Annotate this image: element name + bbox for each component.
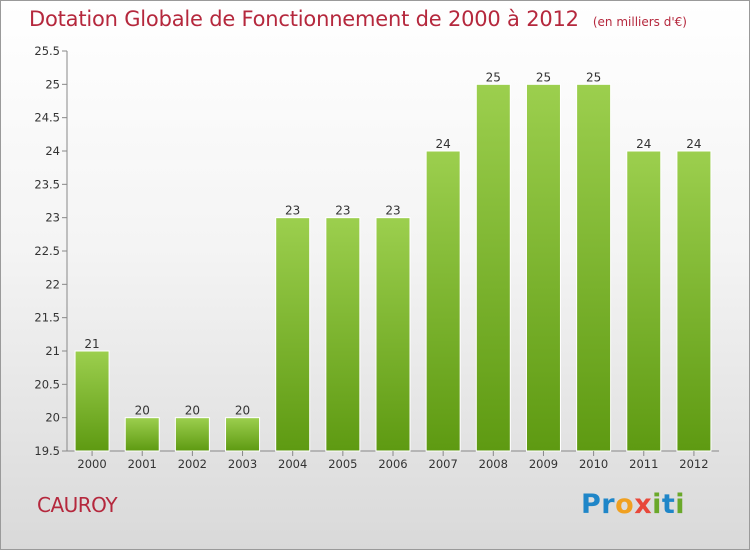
chart-title-block: Dotation Globale de Fonctionnement de 20… <box>29 7 687 31</box>
y-tick-label: 22 <box>45 277 60 291</box>
bar <box>325 217 361 452</box>
bar <box>576 83 612 452</box>
x-tick-label: 2008 <box>479 457 508 471</box>
x-tick-label: 2002 <box>178 457 207 471</box>
y-tick-label: 21.5 <box>34 311 60 325</box>
x-tick-label: 2001 <box>128 457 157 471</box>
logo-letter: i <box>675 489 686 520</box>
data-label: 23 <box>335 204 350 218</box>
y-tick-label: 23.5 <box>34 177 60 191</box>
bar <box>74 350 110 452</box>
x-tick-label: 2012 <box>679 457 708 471</box>
data-label: 25 <box>486 70 501 84</box>
data-label: 24 <box>636 137 651 151</box>
bar <box>275 217 311 452</box>
y-tick-label: 25 <box>45 77 60 91</box>
x-tick-label: 2007 <box>429 457 458 471</box>
logo-letter: t <box>661 489 676 520</box>
data-label: 20 <box>235 404 250 418</box>
proxiti-logo: Proxiti <box>581 489 685 520</box>
y-tick-label: 21 <box>45 344 60 358</box>
bar <box>375 217 411 452</box>
bar <box>425 150 461 452</box>
x-tick-label: 2006 <box>378 457 407 471</box>
y-tick-label: 24.5 <box>34 111 60 125</box>
logo-letter: x <box>634 489 653 520</box>
x-tick-label: 2003 <box>228 457 257 471</box>
logo-letter: i <box>652 489 662 520</box>
data-label: 25 <box>536 70 551 84</box>
chart-unit: (en milliers d'€) <box>592 15 687 29</box>
y-tick-label: 25.5 <box>34 44 60 58</box>
logo-letter: r <box>601 489 616 520</box>
y-tick-label: 20 <box>45 411 60 425</box>
logo-letter: P <box>581 489 602 520</box>
bar <box>676 150 712 452</box>
y-tick-label: 20.5 <box>34 377 60 391</box>
data-label: 23 <box>285 204 300 218</box>
data-label: 24 <box>686 137 701 151</box>
commune-name: CAUROY <box>37 493 118 517</box>
data-label: 24 <box>436 137 451 151</box>
data-label: 23 <box>385 204 400 218</box>
y-tick-label: 24 <box>45 144 60 158</box>
chart-title: Dotation Globale de Fonctionnement de 20… <box>29 7 579 31</box>
x-tick-label: 2004 <box>278 457 307 471</box>
bar <box>525 83 561 452</box>
bar <box>626 150 662 452</box>
x-tick-label: 2009 <box>529 457 558 471</box>
bar <box>475 83 511 452</box>
bar <box>174 417 210 452</box>
x-tick-label: 2005 <box>328 457 357 471</box>
data-label: 20 <box>135 404 150 418</box>
x-tick-label: 2010 <box>579 457 608 471</box>
x-tick-label: 2000 <box>77 457 106 471</box>
y-tick-label: 22.5 <box>34 244 60 258</box>
bar <box>124 417 160 452</box>
bar <box>225 417 261 452</box>
y-tick-label: 19.5 <box>34 444 60 458</box>
data-label: 20 <box>185 404 200 418</box>
data-label: 25 <box>586 70 601 84</box>
data-label: 21 <box>84 337 99 351</box>
logo-letter: o <box>615 489 635 520</box>
x-tick-label: 2011 <box>629 457 658 471</box>
y-tick-label: 23 <box>45 211 60 225</box>
